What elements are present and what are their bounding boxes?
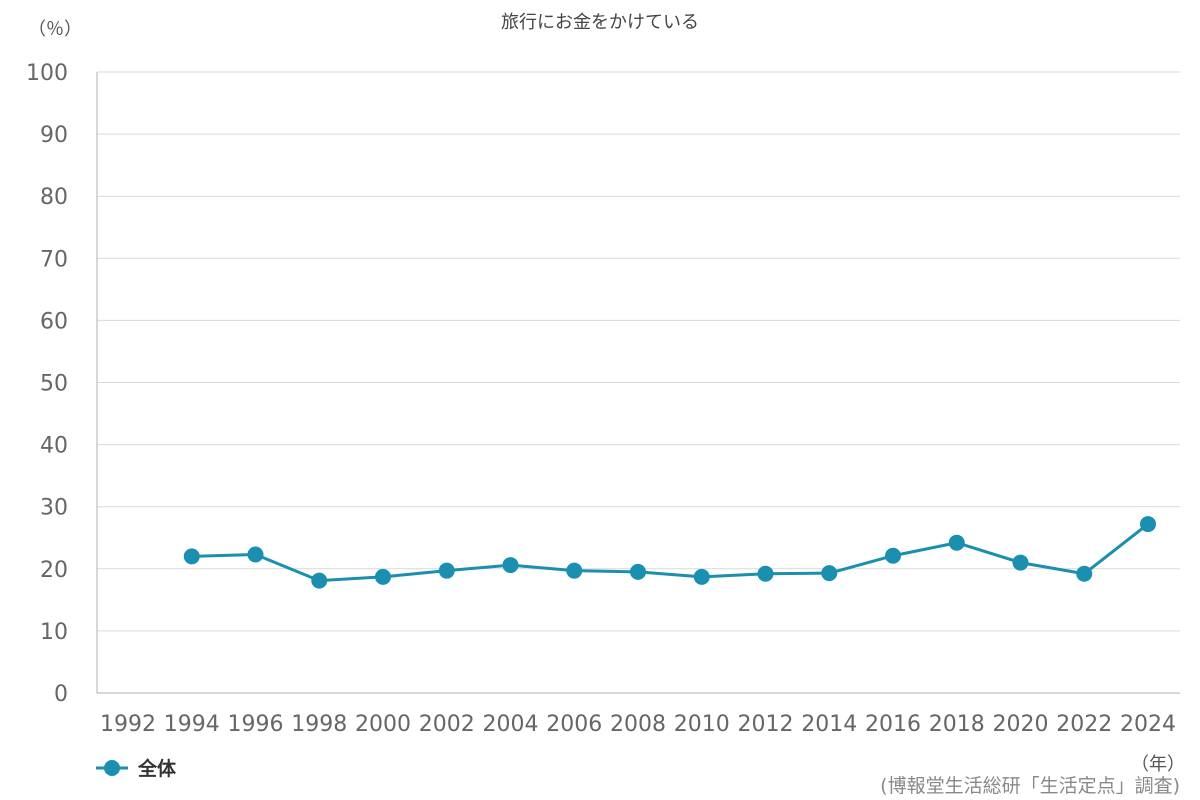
x-tick-label: 1992	[100, 712, 156, 737]
data-point	[502, 557, 519, 574]
data-point	[183, 548, 200, 565]
y-tick-labels: 0 10 20 30 40 50 60 70 80 90 100	[26, 61, 68, 707]
data-point	[1140, 516, 1156, 533]
x-tick-label: 2020	[993, 712, 1049, 737]
x-tick-label: 2012	[738, 712, 794, 737]
gridlines	[97, 71, 1180, 632]
data-point	[375, 568, 391, 585]
series-line	[191, 522, 1149, 583]
series-layer	[183, 516, 1156, 589]
x-tick-label: 1994	[164, 712, 220, 737]
y-tick-label: 20	[40, 558, 68, 583]
legend-label: 全体	[137, 757, 177, 780]
data-point	[1012, 554, 1029, 571]
x-tick-label: 2022	[1056, 712, 1112, 737]
chart-title: 旅行にお金をかけている	[501, 12, 699, 33]
y-tick-label: 30	[40, 496, 68, 521]
x-tick-label: 2004	[483, 712, 539, 737]
y-tick-label: 60	[40, 309, 68, 334]
data-point	[821, 565, 838, 582]
x-tick-label: 1996	[228, 712, 284, 737]
legend-marker-swatch	[104, 760, 120, 776]
x-tick-label: 2008	[610, 712, 666, 737]
data-point	[757, 565, 774, 582]
data-point	[247, 546, 264, 563]
x-tick-label: 2002	[419, 712, 475, 737]
source-note: (博報堂生活総研「生活定点」調査)	[880, 775, 1180, 797]
x-tick-labels: 1992 1994 1996 1998 2000 2002 2004 2006 2008 2010…	[100, 712, 1176, 737]
y-tick-label: 40	[40, 434, 68, 459]
data-point	[885, 547, 901, 564]
data-point	[311, 572, 328, 589]
x-tick-label: 2024	[1120, 712, 1176, 737]
x-tick-label: 1998	[291, 712, 347, 737]
legend: 全体	[96, 757, 177, 780]
axes	[96, 72, 1180, 694]
y-tick-label: 50	[40, 372, 68, 397]
y-tick-label: 70	[40, 247, 68, 272]
y-tick-label: 80	[40, 185, 68, 210]
x-tick-label: 2000	[355, 712, 411, 737]
data-point	[1076, 565, 1093, 582]
x-tick-label: 2010	[674, 712, 730, 737]
x-tick-label: 2006	[546, 712, 602, 737]
data-point	[566, 562, 583, 579]
y-tick-label: 10	[40, 620, 68, 645]
y-tick-label: 90	[40, 123, 68, 148]
x-tick-label: 2014	[801, 712, 857, 737]
data-point	[438, 562, 455, 579]
y-tick-label: 0	[54, 682, 68, 707]
x-axis-unit-label: （年）	[1131, 754, 1185, 775]
x-tick-label: 2016	[865, 712, 921, 737]
data-point	[630, 563, 646, 580]
y-tick-label: 100	[26, 61, 68, 86]
x-tick-label: 2018	[929, 712, 985, 737]
data-point	[693, 568, 710, 585]
data-point	[948, 534, 965, 551]
y-axis-unit-label: （％）	[28, 19, 82, 40]
